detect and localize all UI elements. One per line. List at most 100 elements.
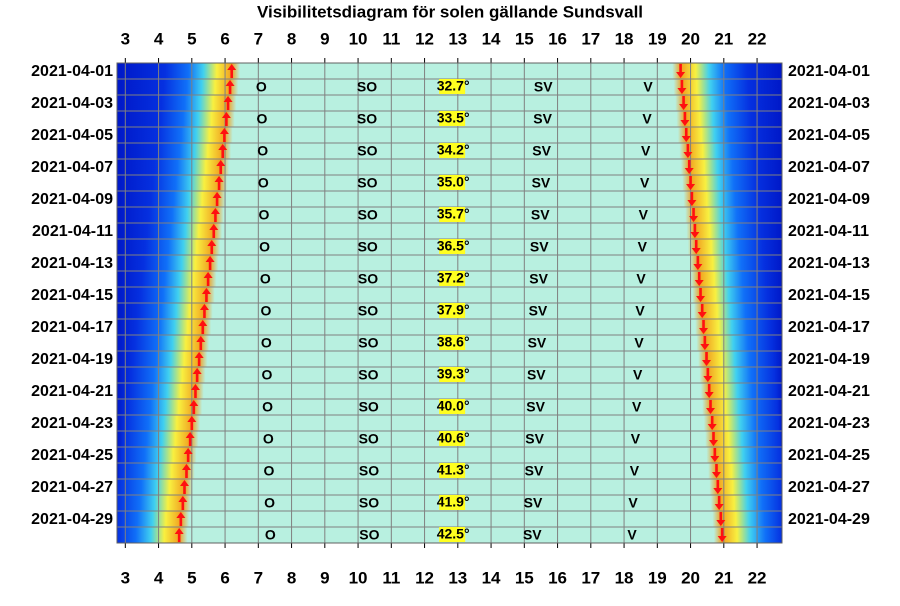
sunrise-arrow <box>198 320 208 334</box>
elevation-label: 41.9° <box>437 494 470 510</box>
sunset-arrow <box>706 400 716 414</box>
x-tick-label: 18 <box>615 29 634 48</box>
sunrise-arrow <box>218 144 228 158</box>
sunrise-arrow <box>227 64 237 78</box>
sunset-arrow <box>677 80 687 94</box>
x-tick-label: 14 <box>482 29 501 48</box>
elevation-label: 37.9° <box>437 302 470 318</box>
direction-label: V <box>640 175 650 191</box>
x-tick-label: 19 <box>648 29 667 48</box>
sunset-arrow <box>693 256 703 270</box>
direction-label: SO <box>358 207 378 223</box>
date-label: 2021-04-17 <box>31 319 113 336</box>
date-label: 2021-04-07 <box>788 159 870 176</box>
row-background <box>117 159 782 175</box>
direction-label: SO <box>359 399 379 415</box>
sunrise-arrow <box>194 352 204 366</box>
direction-label: O <box>264 495 275 511</box>
sunset-arrow <box>683 144 693 158</box>
row-background <box>117 319 782 335</box>
x-tick-label: 9 <box>320 568 329 587</box>
sunset-arrow <box>691 240 701 254</box>
x-tick-label: 16 <box>548 568 567 587</box>
direction-label: O <box>265 527 276 543</box>
date-label: 2021-04-25 <box>31 447 113 464</box>
sunset-arrow <box>707 416 717 430</box>
x-tick-label: 22 <box>748 29 767 48</box>
elevation-box <box>439 399 466 414</box>
sunset-arrow <box>710 448 720 462</box>
direction-label: V <box>634 335 644 351</box>
x-tick-label: 6 <box>220 29 229 48</box>
direction-label: SO <box>358 335 378 351</box>
direction-label: SV <box>525 463 544 479</box>
x-tick-label: 11 <box>382 568 400 587</box>
x-tick-label: 10 <box>349 568 368 587</box>
direction-label: SV <box>529 303 548 319</box>
sunrise-arrow <box>209 224 219 238</box>
x-tick-label: 18 <box>615 568 634 587</box>
x-tick-label: 9 <box>320 29 329 48</box>
date-label: 2021-04-01 <box>788 63 870 80</box>
elevation-box <box>439 111 466 126</box>
x-tick-label: 17 <box>581 29 600 48</box>
date-label: 2021-04-09 <box>788 191 870 208</box>
sunrise-arrow <box>219 128 229 142</box>
elevation-label: 35.0° <box>437 174 470 190</box>
elevation-box <box>439 143 466 158</box>
direction-label: V <box>628 495 638 511</box>
direction-label: V <box>633 367 643 383</box>
direction-label: V <box>630 463 640 479</box>
direction-label: SV <box>523 527 542 543</box>
direction-label: SV <box>534 79 553 95</box>
sunset-arrow <box>689 208 699 222</box>
date-label: 2021-04-09 <box>31 191 113 208</box>
date-label: 2021-04-11 <box>788 223 869 240</box>
sunrise-arrow <box>223 96 233 110</box>
elevation-box <box>439 431 466 446</box>
direction-label: SO <box>359 463 379 479</box>
sunrise-arrow <box>181 464 191 478</box>
row-background <box>117 95 782 111</box>
x-tick-label: 5 <box>187 29 196 48</box>
direction-label: SO <box>359 431 379 447</box>
x-tick-label: 12 <box>415 568 434 587</box>
direction-label: SV <box>528 335 547 351</box>
direction-label: SV <box>526 399 545 415</box>
direction-label: SO <box>358 271 378 287</box>
date-label: 2021-04-29 <box>31 511 113 528</box>
x-tick-label: 20 <box>681 29 700 48</box>
direction-label: SO <box>359 495 379 511</box>
date-label: 2021-04-13 <box>788 255 870 272</box>
date-label: 2021-04-13 <box>31 255 113 272</box>
sunset-arrow <box>700 336 710 350</box>
sunset-arrow <box>676 64 686 78</box>
sunset-arrow <box>694 272 704 286</box>
row-background <box>117 511 782 527</box>
elevation-label: 33.5° <box>437 110 470 126</box>
date-label: 2021-04-17 <box>788 319 870 336</box>
direction-label: O <box>258 175 269 191</box>
x-tick-label: 6 <box>220 568 229 587</box>
sunrise-arrow <box>187 416 197 430</box>
direction-label: O <box>261 335 272 351</box>
date-label: 2021-04-27 <box>31 479 113 496</box>
direction-label: SO <box>357 79 377 95</box>
elevation-box <box>439 463 466 478</box>
x-tick-label: 21 <box>714 568 733 587</box>
elevation-label: 32.7° <box>437 78 470 94</box>
direction-label: O <box>260 271 271 287</box>
sunrise-arrow <box>214 176 224 190</box>
sunrise-arrow <box>190 384 200 398</box>
sunset-arrow <box>699 320 709 334</box>
date-label: 2021-04-25 <box>788 447 870 464</box>
sunrise-arrow <box>174 528 184 542</box>
row-background <box>117 447 782 463</box>
date-label: 2021-04-27 <box>788 479 870 496</box>
elevation-box <box>439 271 466 286</box>
sunrise-arrow <box>207 240 217 254</box>
direction-label: V <box>632 399 642 415</box>
sunset-arrow <box>679 96 689 110</box>
x-tick-label: 13 <box>448 29 467 48</box>
